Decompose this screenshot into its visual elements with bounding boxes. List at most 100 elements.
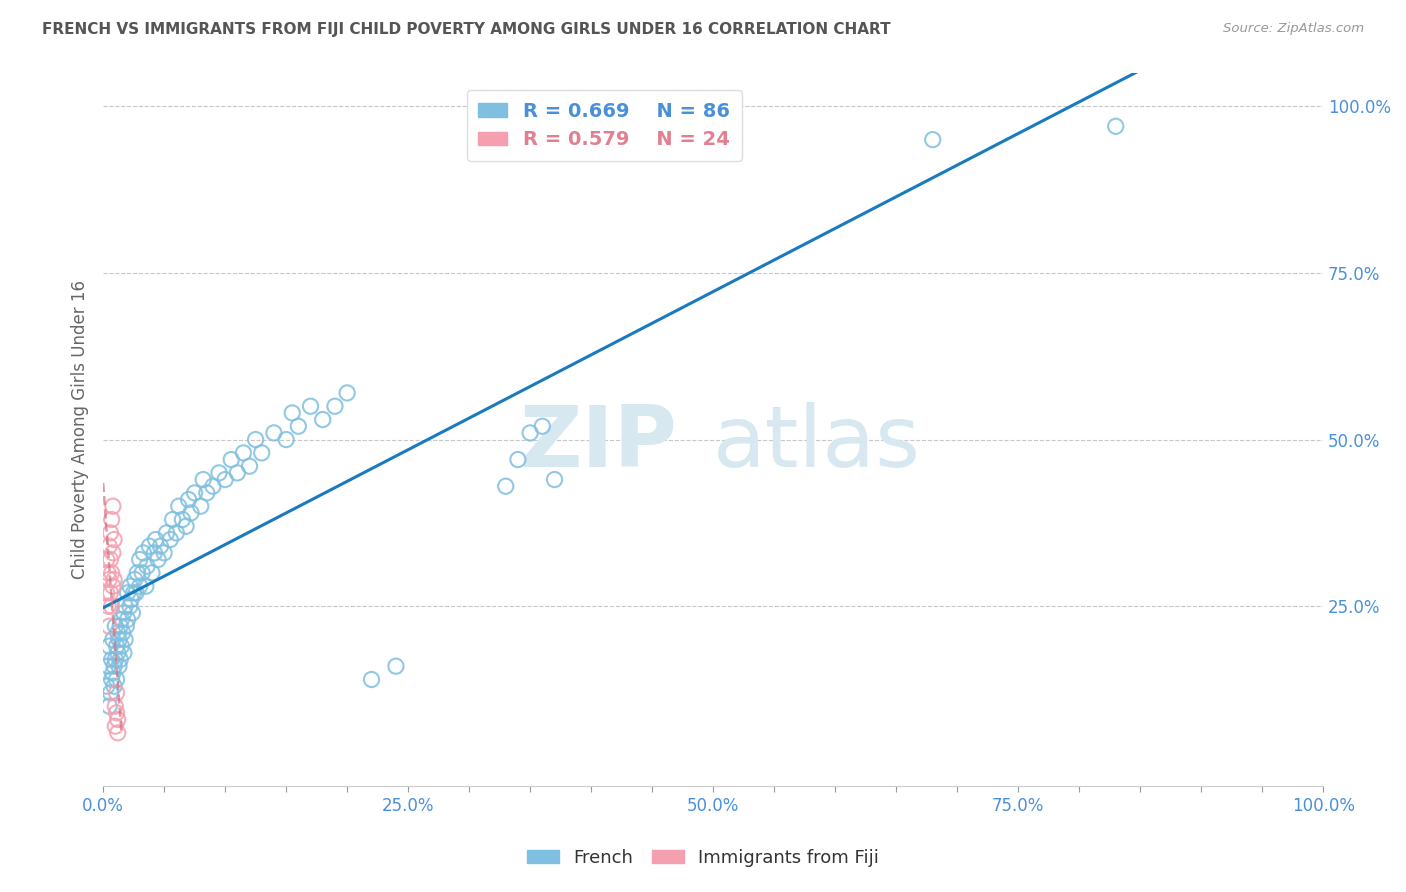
Point <box>118 579 141 593</box>
Point <box>245 433 267 447</box>
Point <box>195 486 218 500</box>
Point <box>100 686 122 700</box>
Point <box>107 646 129 660</box>
Point <box>159 533 181 547</box>
Point <box>263 425 285 440</box>
Point <box>219 452 242 467</box>
Point <box>97 566 120 580</box>
Point <box>131 566 153 580</box>
Point <box>104 652 127 666</box>
Point <box>117 613 139 627</box>
Point <box>108 659 131 673</box>
Point <box>495 479 517 493</box>
Point <box>103 659 125 673</box>
Point <box>165 525 187 540</box>
Point <box>98 639 121 653</box>
Point <box>96 586 118 600</box>
Point <box>127 566 149 580</box>
Point <box>112 646 135 660</box>
Point <box>385 659 408 673</box>
Point <box>135 579 157 593</box>
Point <box>167 500 190 514</box>
Point <box>112 606 135 620</box>
Point <box>145 533 167 547</box>
Point <box>132 546 155 560</box>
Point <box>143 546 166 560</box>
Point <box>183 486 205 500</box>
Point <box>232 446 254 460</box>
Point <box>336 385 359 400</box>
Point <box>146 552 169 566</box>
Point <box>921 133 943 147</box>
Point <box>138 539 160 553</box>
Point <box>103 679 125 693</box>
Point <box>107 726 129 740</box>
Point <box>101 500 124 514</box>
Point <box>104 699 127 714</box>
Point <box>100 673 122 687</box>
Point <box>96 552 118 566</box>
Text: atlas: atlas <box>713 402 921 485</box>
Point <box>97 659 120 673</box>
Point <box>276 433 298 447</box>
Point <box>193 473 215 487</box>
Point <box>104 719 127 733</box>
Point <box>98 619 121 633</box>
Point <box>128 579 150 593</box>
Point <box>174 519 197 533</box>
Point <box>128 552 150 566</box>
Legend: French, Immigrants from Fiji: French, Immigrants from Fiji <box>519 842 887 874</box>
Point <box>1105 120 1128 134</box>
Point <box>105 706 128 720</box>
Point <box>101 665 124 680</box>
Point <box>100 566 122 580</box>
Point <box>180 506 202 520</box>
Point <box>105 673 128 687</box>
Y-axis label: Child Poverty Among Girls Under 16: Child Poverty Among Girls Under 16 <box>72 280 89 579</box>
Point <box>108 652 131 666</box>
Point <box>110 613 132 627</box>
Point <box>299 399 322 413</box>
Point <box>250 446 273 460</box>
Point <box>101 579 124 593</box>
Point <box>226 466 249 480</box>
Point <box>104 619 127 633</box>
Point <box>281 406 304 420</box>
Point <box>124 573 146 587</box>
Point <box>201 479 224 493</box>
Point <box>98 539 121 553</box>
Point <box>110 639 132 653</box>
Point <box>105 686 128 700</box>
Point <box>117 586 139 600</box>
Point <box>96 679 118 693</box>
Point <box>100 512 122 526</box>
Point <box>172 512 194 526</box>
Point <box>107 625 129 640</box>
Point <box>101 632 124 647</box>
Point <box>100 525 122 540</box>
Point <box>141 566 163 580</box>
Point <box>100 552 122 566</box>
Point <box>103 573 125 587</box>
Point <box>531 419 554 434</box>
Point <box>115 619 138 633</box>
Text: FRENCH VS IMMIGRANTS FROM FIJI CHILD POVERTY AMONG GIRLS UNDER 16 CORRELATION CH: FRENCH VS IMMIGRANTS FROM FIJI CHILD POV… <box>42 22 891 37</box>
Point <box>190 500 212 514</box>
Point <box>98 573 121 587</box>
Point <box>136 559 159 574</box>
Point <box>114 632 136 647</box>
Point <box>162 512 184 526</box>
Point <box>323 399 346 413</box>
Point <box>111 625 134 640</box>
Text: Source: ZipAtlas.com: Source: ZipAtlas.com <box>1223 22 1364 36</box>
Point <box>121 606 143 620</box>
Point <box>107 713 129 727</box>
Point <box>120 592 142 607</box>
Point <box>312 412 335 426</box>
Point <box>177 492 200 507</box>
Legend: R = 0.669    N = 86, R = 0.579    N = 24: R = 0.669 N = 86, R = 0.579 N = 24 <box>467 90 742 161</box>
Point <box>114 599 136 614</box>
Point <box>155 525 177 540</box>
Point <box>506 452 529 467</box>
Point <box>238 459 260 474</box>
